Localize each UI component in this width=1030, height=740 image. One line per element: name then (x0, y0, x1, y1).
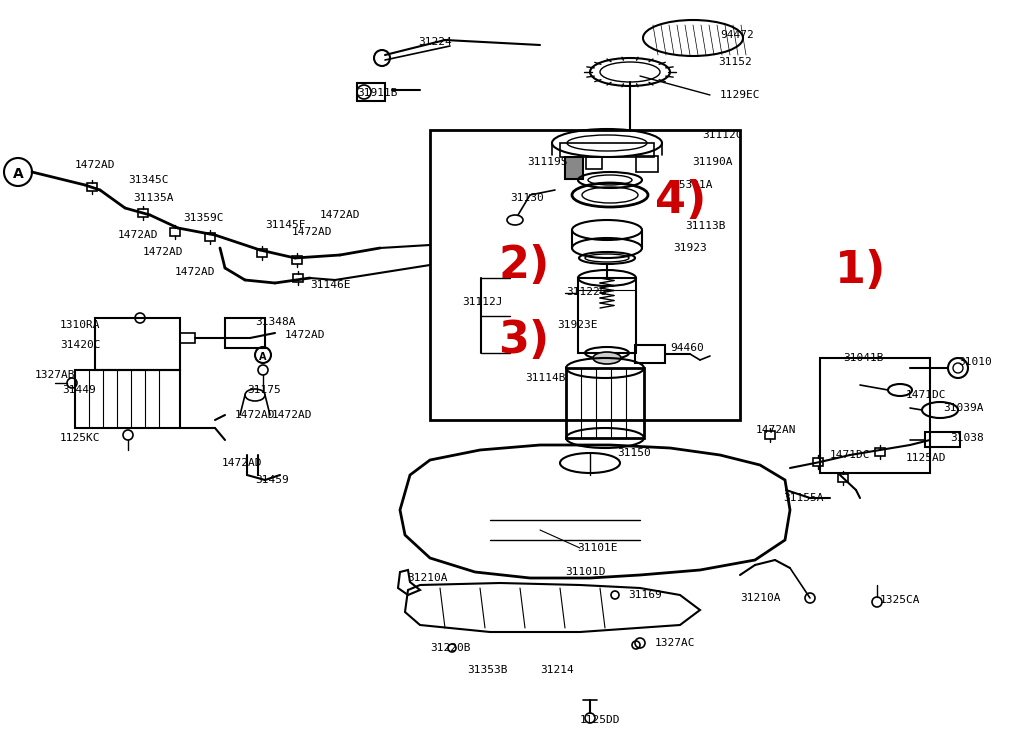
Text: 31114B: 31114B (525, 373, 565, 383)
Text: 31150: 31150 (617, 448, 651, 458)
Text: 1471DC: 1471DC (906, 390, 947, 400)
Text: 31214: 31214 (540, 665, 574, 675)
Text: 94472: 94472 (720, 30, 754, 40)
Text: 31220B: 31220B (430, 643, 471, 653)
Text: 31420C: 31420C (60, 340, 101, 350)
Text: 31348A: 31348A (255, 317, 296, 327)
Text: 31210A: 31210A (407, 573, 447, 583)
Text: 1471DC: 1471DC (830, 450, 870, 460)
Bar (87, 183, 97, 191)
Text: 31112J: 31112J (462, 297, 503, 307)
Text: 1310RA: 1310RA (60, 320, 101, 330)
Text: 31155A: 31155A (783, 493, 824, 503)
Text: 31923: 31923 (673, 243, 707, 253)
Bar (75, 370, 180, 428)
Text: 4): 4) (655, 178, 707, 221)
Text: 31112C: 31112C (702, 130, 743, 140)
Text: 1125AD: 1125AD (906, 453, 947, 463)
Text: 2): 2) (497, 243, 549, 286)
Bar (925, 432, 960, 447)
Bar (170, 228, 180, 236)
Text: 31210A: 31210A (740, 593, 781, 603)
Text: 31039A: 31039A (943, 403, 984, 413)
Bar (291, 256, 302, 264)
Text: 1472AD: 1472AD (175, 267, 215, 277)
Bar (258, 249, 267, 257)
Bar (813, 458, 823, 466)
Text: 1129EC: 1129EC (720, 90, 760, 100)
Bar (586, 157, 602, 169)
Text: 31113B: 31113B (685, 221, 725, 231)
Text: A: A (260, 352, 267, 362)
Text: 94460: 94460 (670, 343, 703, 353)
Text: 1125DD: 1125DD (580, 715, 620, 725)
Bar (430, 130, 740, 420)
Text: 1327AB: 1327AB (35, 370, 75, 380)
Text: 31130: 31130 (510, 193, 544, 203)
Text: 1472AD: 1472AD (285, 330, 325, 340)
Bar (820, 358, 930, 473)
Text: 1): 1) (835, 249, 887, 292)
Text: 1472AD: 1472AD (222, 458, 263, 468)
Bar (565, 157, 583, 179)
Text: 31010: 31010 (958, 357, 992, 367)
Text: 31190A: 31190A (692, 157, 732, 167)
Text: 1325CA: 1325CA (880, 595, 921, 605)
Text: 1472AD: 1472AD (143, 247, 183, 257)
Bar (95, 318, 180, 370)
Text: 31146E: 31146E (310, 280, 350, 290)
Text: 31145F: 31145F (265, 220, 306, 230)
Text: 31224: 31224 (418, 37, 452, 47)
Bar (566, 368, 644, 438)
Text: 31169: 31169 (628, 590, 661, 600)
Text: 31101D: 31101D (565, 567, 606, 577)
Text: 31459: 31459 (255, 475, 288, 485)
Text: 35301A: 35301A (672, 180, 713, 190)
Text: 31449: 31449 (62, 385, 96, 395)
Bar (838, 474, 848, 482)
Text: 1125KC: 1125KC (60, 433, 101, 443)
Text: 31923E: 31923E (557, 320, 597, 330)
Bar (765, 431, 775, 439)
Text: 1472AD: 1472AD (235, 410, 275, 420)
Bar (578, 278, 636, 353)
Text: A: A (12, 167, 24, 181)
Text: 1472AN: 1472AN (756, 425, 796, 435)
Text: 31359C: 31359C (183, 213, 224, 223)
Text: 31911B: 31911B (357, 88, 398, 98)
Text: 1472AD: 1472AD (75, 160, 115, 170)
Text: 3): 3) (497, 318, 549, 362)
Text: 1472AD: 1472AD (291, 227, 333, 237)
Bar (636, 156, 658, 172)
Text: 1472AD: 1472AD (272, 410, 312, 420)
Text: 31038: 31038 (950, 433, 984, 443)
Text: 31119S: 31119S (527, 157, 568, 167)
Text: 1472AD: 1472AD (118, 230, 159, 240)
Text: 31175: 31175 (247, 385, 281, 395)
Bar (357, 83, 385, 101)
Bar (636, 345, 665, 363)
Bar (560, 143, 654, 157)
Ellipse shape (593, 352, 621, 364)
Text: 31135A: 31135A (133, 193, 173, 203)
Text: 31353B: 31353B (467, 665, 508, 675)
Bar (876, 448, 885, 456)
Bar (225, 318, 265, 348)
Text: 31152: 31152 (718, 57, 752, 67)
Text: 31041B: 31041B (843, 353, 884, 363)
Text: 31122G: 31122G (566, 287, 607, 297)
Bar (138, 209, 148, 217)
Text: 1327AC: 1327AC (655, 638, 695, 648)
Bar (180, 333, 195, 343)
Bar (205, 233, 215, 241)
Text: 31101E: 31101E (577, 543, 618, 553)
Text: 1472AD: 1472AD (320, 210, 360, 220)
Text: 31345C: 31345C (128, 175, 169, 185)
Bar (293, 274, 303, 282)
